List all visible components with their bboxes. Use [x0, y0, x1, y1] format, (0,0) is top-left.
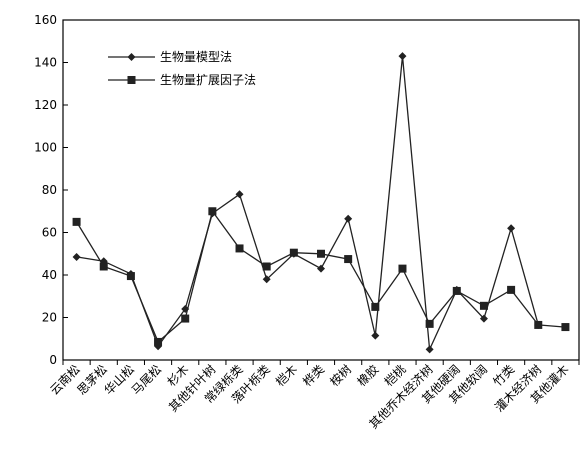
- data-point-diamond: [72, 252, 81, 261]
- legend-label-model: 生物量模型法: [160, 50, 232, 64]
- legend-label-expansion: 生物量扩展因子法: [160, 73, 256, 87]
- data-point-diamond: [262, 275, 271, 284]
- data-point-diamond: [425, 345, 434, 354]
- y-tick-label: 80: [42, 183, 57, 197]
- data-point-diamond: [507, 224, 516, 233]
- y-tick-label: 120: [34, 98, 57, 112]
- category-label: 桉树: [327, 362, 355, 390]
- data-point-diamond: [371, 331, 380, 340]
- data-point-square: [181, 314, 190, 323]
- data-point-square: [479, 301, 488, 310]
- category-label: 桦类: [300, 362, 328, 390]
- data-point-square: [398, 264, 407, 273]
- data-point-diamond: [479, 314, 488, 323]
- data-point-square: [534, 320, 543, 329]
- category-label: 华山松: [102, 362, 137, 397]
- data-point-square: [208, 207, 217, 216]
- data-point-square: [154, 337, 163, 346]
- category-label: 橡胶: [354, 362, 382, 390]
- chart-series: [72, 52, 570, 354]
- legend-marker-diamond: [127, 53, 136, 61]
- legend-marker-square: [127, 76, 136, 84]
- series-1: [72, 207, 570, 346]
- y-tick-label: 140: [34, 56, 57, 70]
- y-tick-label: 0: [49, 353, 57, 367]
- series-0: [72, 52, 543, 354]
- data-point-square: [452, 286, 461, 295]
- data-point-square: [99, 262, 108, 271]
- data-point-square: [289, 248, 298, 257]
- data-point-diamond: [398, 52, 407, 61]
- series-line: [76, 56, 539, 352]
- data-point-square: [561, 323, 570, 332]
- data-point-square: [126, 272, 135, 281]
- category-label: 马尾松: [129, 362, 164, 397]
- data-point-square: [507, 285, 516, 294]
- data-point-diamond: [344, 214, 353, 223]
- y-tick-label: 20: [42, 311, 57, 325]
- data-point-square: [262, 262, 271, 271]
- y-tick-label: 60: [42, 226, 57, 240]
- y-tick-label: 160: [34, 13, 57, 27]
- data-point-square: [371, 302, 380, 311]
- data-point-square: [235, 244, 244, 253]
- data-point-square: [425, 319, 434, 328]
- plot-frame: [62, 19, 580, 361]
- y-axis-ticks: 0 20 40 60 80 100 120 140 160: [34, 13, 68, 367]
- data-point-diamond: [317, 264, 325, 273]
- y-tick-label: 100: [34, 141, 57, 155]
- data-point-square: [72, 217, 81, 226]
- data-point-diamond: [235, 190, 244, 199]
- series-line: [76, 209, 566, 343]
- category-label: 思茅松: [74, 362, 109, 397]
- data-point-square: [344, 255, 353, 264]
- y-tick-label: 40: [42, 268, 57, 282]
- category-label: 桤木: [272, 362, 300, 390]
- chart-axes: [62, 19, 580, 361]
- chart-legend: 生物量模型法 生物量扩展因子法: [108, 50, 256, 87]
- data-point-square: [317, 249, 325, 258]
